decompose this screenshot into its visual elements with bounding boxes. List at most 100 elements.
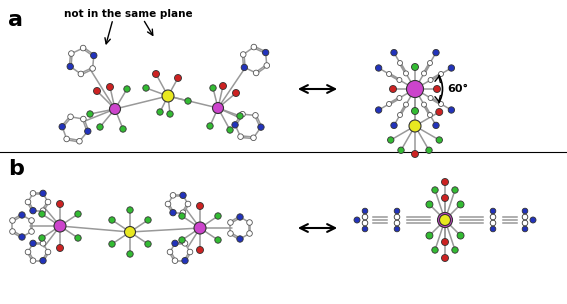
Circle shape	[30, 240, 36, 247]
Circle shape	[438, 212, 452, 227]
Circle shape	[39, 211, 45, 217]
Circle shape	[490, 214, 496, 220]
Circle shape	[228, 220, 233, 225]
Circle shape	[228, 231, 233, 236]
Circle shape	[179, 213, 185, 219]
Circle shape	[452, 247, 458, 253]
Circle shape	[522, 208, 528, 214]
Circle shape	[107, 84, 113, 91]
Circle shape	[448, 65, 455, 71]
Circle shape	[354, 217, 360, 223]
Circle shape	[69, 51, 74, 56]
Circle shape	[391, 50, 397, 56]
Circle shape	[157, 109, 163, 115]
Circle shape	[426, 201, 433, 208]
Circle shape	[59, 123, 65, 130]
Circle shape	[362, 208, 368, 214]
Circle shape	[232, 122, 238, 128]
Circle shape	[432, 247, 438, 253]
Circle shape	[127, 207, 133, 213]
Circle shape	[40, 208, 46, 213]
Circle shape	[54, 220, 66, 232]
Circle shape	[490, 220, 496, 226]
Circle shape	[215, 237, 221, 243]
Circle shape	[404, 71, 408, 76]
Circle shape	[362, 220, 368, 226]
Circle shape	[145, 217, 151, 223]
Circle shape	[213, 102, 223, 113]
Circle shape	[530, 217, 536, 223]
Circle shape	[40, 190, 46, 197]
Circle shape	[436, 109, 443, 116]
Circle shape	[162, 90, 174, 102]
Circle shape	[175, 74, 181, 81]
Circle shape	[10, 218, 15, 223]
Circle shape	[25, 249, 31, 255]
Circle shape	[522, 214, 528, 220]
Text: not in the same plane: not in the same plane	[64, 9, 192, 19]
Circle shape	[77, 138, 82, 144]
Circle shape	[194, 222, 206, 234]
Circle shape	[439, 215, 451, 226]
Circle shape	[421, 102, 426, 107]
Circle shape	[19, 234, 25, 240]
Circle shape	[109, 241, 115, 247]
Circle shape	[237, 214, 243, 220]
Circle shape	[442, 195, 448, 202]
Circle shape	[412, 64, 418, 71]
Circle shape	[179, 237, 185, 243]
Circle shape	[237, 236, 243, 242]
Circle shape	[197, 202, 204, 209]
Circle shape	[125, 226, 136, 237]
Circle shape	[127, 251, 133, 257]
Circle shape	[394, 208, 400, 214]
Circle shape	[109, 217, 115, 223]
Circle shape	[247, 231, 252, 236]
Circle shape	[438, 102, 443, 106]
Circle shape	[75, 235, 81, 241]
Circle shape	[394, 220, 400, 226]
Circle shape	[522, 226, 528, 232]
Circle shape	[404, 102, 408, 107]
Circle shape	[258, 124, 264, 130]
Circle shape	[397, 112, 403, 117]
Circle shape	[442, 178, 448, 185]
Circle shape	[167, 249, 173, 255]
Circle shape	[75, 211, 81, 217]
Circle shape	[57, 244, 64, 251]
Circle shape	[78, 71, 84, 77]
Circle shape	[170, 209, 176, 216]
Text: b: b	[8, 159, 24, 179]
Circle shape	[452, 187, 458, 193]
Circle shape	[167, 111, 173, 117]
Circle shape	[263, 49, 269, 56]
Circle shape	[490, 208, 496, 214]
Circle shape	[387, 102, 392, 106]
Circle shape	[45, 199, 51, 205]
Circle shape	[436, 137, 442, 143]
Circle shape	[232, 89, 239, 96]
Circle shape	[87, 111, 93, 117]
Circle shape	[388, 137, 394, 143]
Circle shape	[394, 214, 400, 220]
Circle shape	[180, 192, 186, 199]
Circle shape	[207, 123, 213, 129]
Circle shape	[247, 220, 252, 225]
Circle shape	[165, 201, 171, 207]
Circle shape	[67, 63, 73, 70]
Circle shape	[397, 60, 403, 66]
Circle shape	[375, 65, 382, 71]
Circle shape	[387, 71, 392, 77]
Circle shape	[253, 70, 259, 76]
Circle shape	[30, 207, 36, 214]
Circle shape	[124, 86, 130, 92]
Circle shape	[10, 229, 15, 234]
Circle shape	[197, 247, 204, 254]
Circle shape	[172, 258, 178, 264]
Circle shape	[442, 254, 448, 261]
Circle shape	[375, 107, 382, 113]
Circle shape	[412, 108, 418, 115]
Circle shape	[237, 113, 243, 119]
Circle shape	[57, 201, 64, 208]
Circle shape	[185, 201, 191, 207]
